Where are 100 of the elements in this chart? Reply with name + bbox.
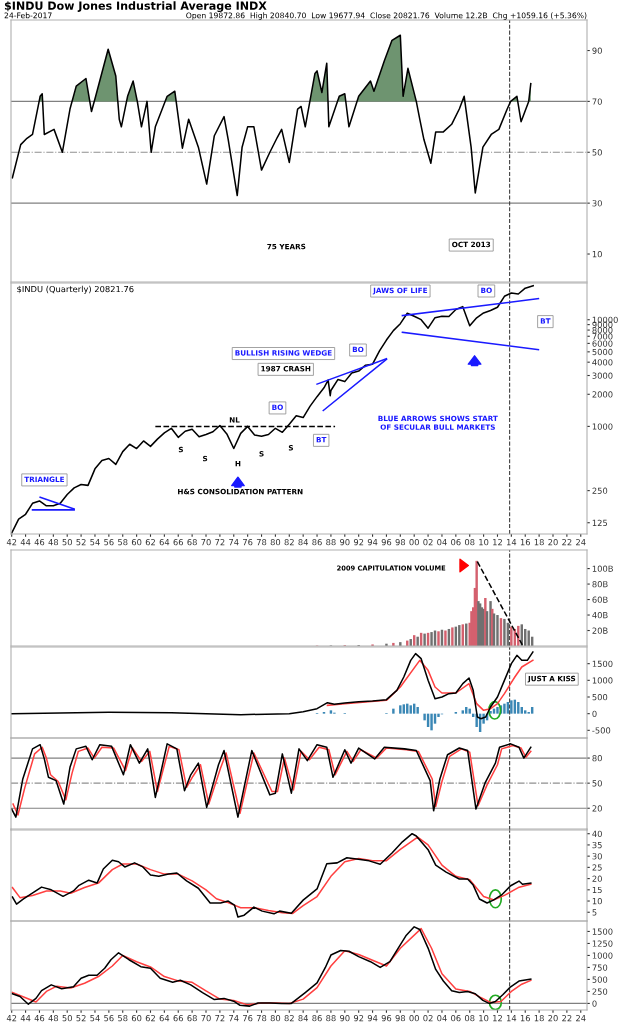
y-tick-label: 50 [592, 780, 602, 787]
y-tick-label: 25 [592, 864, 602, 871]
y-tick-label: 1000 [592, 423, 613, 430]
x-tick-label: 62 [145, 539, 155, 546]
x-tick-label: 00 [409, 539, 419, 546]
x-tick-label: 14 [506, 1015, 517, 1022]
x-tick-label: 58 [118, 1015, 128, 1022]
x-tick-label: 64 [159, 539, 170, 546]
x-tick-label: 46 [34, 539, 45, 546]
y-tick-label: 10000 [592, 316, 618, 324]
x-tick-label: 16 [520, 1015, 531, 1022]
y-tick-label: 3000 [592, 372, 613, 379]
y-tick-label: 35 [592, 841, 602, 849]
x-tick-label: 96 [381, 1015, 392, 1022]
x-tick-label: 56 [104, 1015, 114, 1022]
y-tick-label: 10 [592, 898, 602, 905]
y-tick-label: 0 [592, 1000, 597, 1007]
x-tick-label: 66 [173, 1015, 184, 1022]
x-tick-label: 04 [437, 539, 447, 546]
x-tick-label: 12 [493, 539, 502, 546]
y-tick-label: 9000 [592, 321, 613, 328]
x-tick-label: 68 [187, 1015, 197, 1022]
x-tick-label: 18 [534, 539, 544, 546]
x-tick-label: 24 [576, 539, 586, 546]
y-tick-label: 250 [592, 487, 608, 494]
y-tick-label: 0 [592, 710, 597, 717]
x-tick-label: 54 [90, 1015, 100, 1022]
y-tick-label: 20B [592, 627, 608, 634]
x-tick-label: 68 [187, 539, 197, 546]
y-tick-label: 1000 [592, 677, 613, 684]
y-tick-label: 70 [592, 98, 602, 105]
y-tick-label: 250 [592, 988, 608, 995]
x-tick-label: 52 [76, 1015, 86, 1022]
y-tick-label: 100B [592, 565, 613, 572]
x-tick-label: 92 [353, 539, 364, 546]
y-tick-label: 80B [592, 581, 608, 588]
x-tick-label: 22 [562, 1015, 572, 1022]
x-tick-label: 90 [340, 539, 350, 546]
y-tick-label: 6000 [592, 340, 613, 347]
x-tick-label: 48 [48, 539, 59, 546]
x-tick-label: 94 [367, 539, 378, 546]
y-tick-label: 30 [592, 200, 602, 207]
y-tick-label: 1500 [592, 928, 613, 935]
x-tick-label: 22 [562, 539, 572, 546]
x-tick-label: 62 [145, 1015, 155, 1022]
x-tick-label: 72 [215, 539, 225, 546]
x-tick-label: 78 [256, 539, 267, 546]
y-tick-label: 30 [592, 853, 602, 860]
x-tick-label: 84 [298, 539, 308, 546]
y-tick-label: 40 [592, 830, 602, 837]
y-tick-label: 20 [592, 875, 602, 882]
y-tick-label: 5000 [592, 348, 613, 356]
x-tick-label: 88 [326, 539, 336, 546]
x-tick-label: 76 [243, 539, 253, 546]
x-tick-label: 20 [548, 539, 558, 546]
x-tick-label: 70 [201, 539, 211, 546]
x-tick-label: 64 [159, 1015, 170, 1022]
x-tick-label: 08 [464, 539, 475, 546]
x-tick-label: 86 [312, 539, 322, 546]
x-tick-label: 10 [479, 1015, 489, 1022]
x-tick-label: 42 [6, 539, 17, 546]
annotation: $INDU (Quarterly) 20821.76 [17, 285, 134, 294]
x-tick-label: 84 [298, 1015, 308, 1022]
x-tick-label: 50 [62, 1015, 72, 1022]
x-tick-label: 78 [256, 1015, 267, 1022]
x-tick-label: 18 [534, 1015, 544, 1022]
x-tick-label: 44 [20, 1015, 31, 1022]
y-tick-label: 2000 [592, 391, 613, 398]
x-tick-label: 96 [381, 539, 392, 546]
x-tick-label: 98 [395, 1015, 406, 1022]
y-tick-label: 125 [592, 519, 608, 527]
y-tick-label: -500 [592, 727, 611, 734]
y-tick-label: 10 [592, 251, 602, 258]
y-tick-label: 5 [592, 909, 597, 916]
x-tick-label: 60 [131, 1015, 142, 1022]
x-tick-label: 90 [340, 1015, 350, 1022]
x-tick-label: 74 [229, 1015, 239, 1022]
x-tick-label: 06 [451, 539, 461, 546]
y-tick-label: 1000 [592, 952, 613, 959]
x-tick-label: 86 [312, 1015, 322, 1022]
x-tick-label: 70 [201, 1015, 211, 1022]
y-tick-label: 4000 [592, 359, 613, 366]
x-tick-label: 74 [229, 539, 239, 546]
x-tick-label: 88 [326, 1015, 336, 1022]
x-tick-label: 80 [270, 539, 281, 546]
y-tick-label: 1250 [592, 940, 613, 947]
x-tick-label: 54 [90, 539, 100, 546]
y-tick-label: 500 [592, 693, 608, 701]
x-tick-label: 94 [367, 1015, 378, 1022]
x-tick-label: 52 [76, 539, 86, 546]
x-tick-label: 06 [451, 1015, 461, 1022]
x-tick-label: 80 [270, 1015, 281, 1022]
x-tick-label: 72 [215, 1015, 225, 1022]
x-tick-label: 92 [353, 1015, 364, 1022]
y-tick-label: 7000 [592, 333, 613, 340]
x-tick-label: 46 [34, 1015, 45, 1022]
y-tick-label: 750 [592, 964, 608, 971]
x-tick-label: 02 [423, 539, 433, 546]
y-tick-label: 500 [592, 976, 608, 983]
y-tick-label: 8000 [592, 327, 613, 334]
